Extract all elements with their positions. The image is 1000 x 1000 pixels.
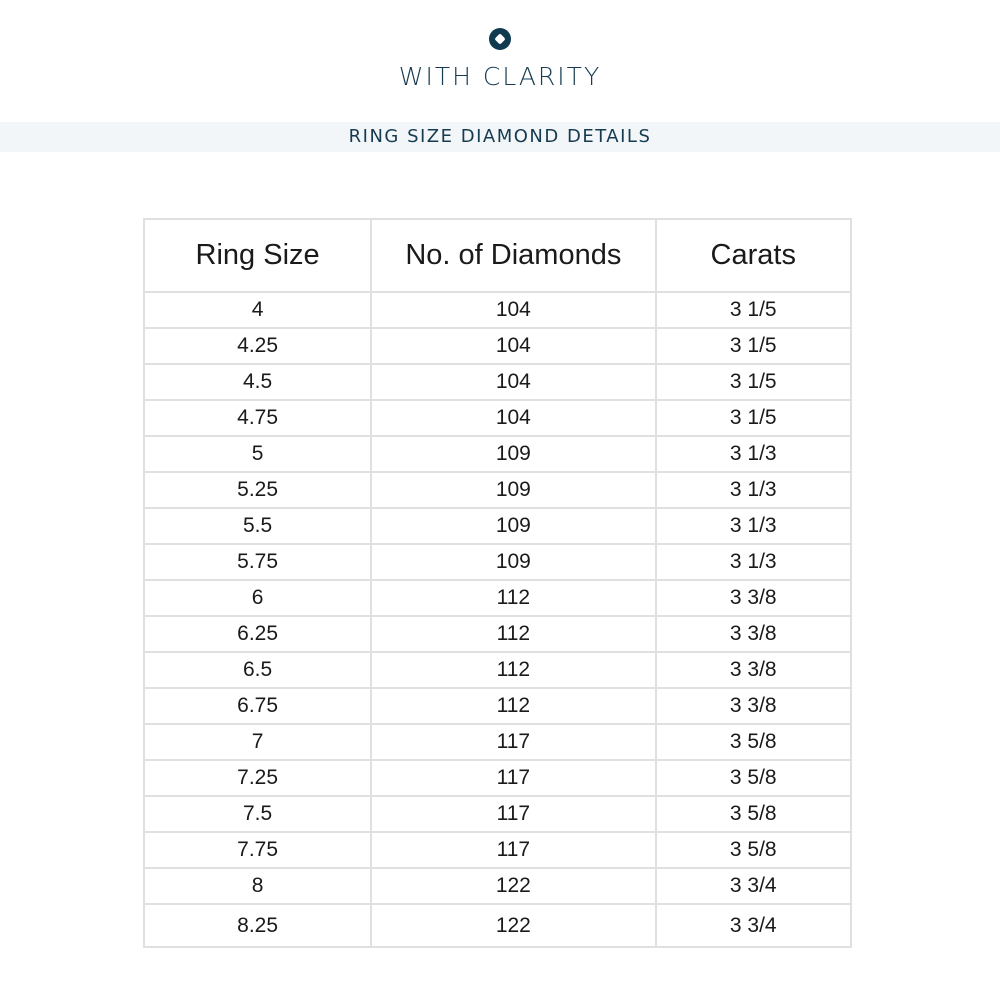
table-row: 6.25 112 3 3/8	[142, 615, 852, 653]
cell-ring-size: 5	[142, 435, 373, 473]
cell-no-of-diamonds: 117	[370, 759, 657, 797]
cell-ring-size: 8.25	[142, 903, 373, 948]
cell-carats: 3 5/8	[654, 723, 852, 761]
cell-no-of-diamonds: 109	[370, 435, 657, 473]
table-row: 4 104 3 1/5	[142, 291, 852, 329]
table-row: 6.75 112 3 3/8	[142, 687, 852, 725]
cell-carats: 3 1/3	[654, 435, 852, 473]
cell-carats: 3 5/8	[654, 759, 852, 797]
cell-carats: 3 1/5	[654, 327, 852, 365]
cell-no-of-diamonds: 104	[370, 363, 657, 401]
cell-ring-size: 6.75	[142, 687, 373, 725]
cell-no-of-diamonds: 104	[370, 327, 657, 365]
table-header-row: Ring Size No. of Diamonds Carats	[142, 218, 852, 293]
cell-no-of-diamonds: 109	[370, 471, 657, 509]
brand-name: WITH CLARITY	[398, 62, 602, 91]
cell-carats: 3 3/8	[654, 687, 852, 725]
cell-ring-size: 4.25	[142, 327, 373, 365]
cell-ring-size: 6.5	[142, 651, 373, 689]
cell-no-of-diamonds: 104	[370, 399, 657, 437]
cell-ring-size: 4	[142, 291, 373, 329]
cell-no-of-diamonds: 112	[370, 579, 657, 617]
cell-carats: 3 1/5	[654, 399, 852, 437]
table-row: 5.25 109 3 1/3	[142, 471, 852, 509]
cell-no-of-diamonds: 104	[370, 291, 657, 329]
header-ring-size: Ring Size	[142, 218, 373, 293]
cell-carats: 3 1/3	[654, 507, 852, 545]
cell-no-of-diamonds: 112	[370, 651, 657, 689]
cell-ring-size: 7.5	[142, 795, 373, 833]
cell-carats: 3 5/8	[654, 831, 852, 869]
cell-ring-size: 6	[142, 579, 373, 617]
cell-ring-size: 7	[142, 723, 373, 761]
table-row: 6.5 112 3 3/8	[142, 651, 852, 689]
cell-carats: 3 3/4	[654, 867, 852, 905]
cell-ring-size: 5.5	[142, 507, 373, 545]
cell-no-of-diamonds: 122	[370, 903, 657, 948]
cell-no-of-diamonds: 109	[370, 507, 657, 545]
cell-no-of-diamonds: 109	[370, 543, 657, 581]
cell-ring-size: 6.25	[142, 615, 373, 653]
table-row: 5.5 109 3 1/3	[142, 507, 852, 545]
ring-size-table: Ring Size No. of Diamonds Carats 4 104 3 1…	[142, 218, 852, 948]
table-row: 5.75 109 3 1/3	[142, 543, 852, 581]
cell-no-of-diamonds: 122	[370, 867, 657, 905]
cell-carats: 3 1/3	[654, 471, 852, 509]
table-row: 8 122 3 3/4	[142, 867, 852, 905]
cell-carats: 3 1/5	[654, 363, 852, 401]
cell-ring-size: 8	[142, 867, 373, 905]
cell-carats: 3 3/4	[654, 903, 852, 948]
diamond-circle-icon	[489, 28, 511, 50]
cell-carats: 3 3/8	[654, 579, 852, 617]
cell-carats: 3 1/3	[654, 543, 852, 581]
header-no-of-diamonds: No. of Diamonds	[370, 218, 657, 293]
cell-carats: 3 5/8	[654, 795, 852, 833]
table-row: 6 112 3 3/8	[142, 579, 852, 617]
cell-no-of-diamonds: 112	[370, 687, 657, 725]
table-row: 7.75 117 3 5/8	[142, 831, 852, 869]
table-row: 7.25 117 3 5/8	[142, 759, 852, 797]
table-row: 5 109 3 1/3	[142, 435, 852, 473]
cell-no-of-diamonds: 117	[370, 723, 657, 761]
cell-no-of-diamonds: 117	[370, 795, 657, 833]
cell-no-of-diamonds: 117	[370, 831, 657, 869]
cell-no-of-diamonds: 112	[370, 615, 657, 653]
cell-ring-size: 4.5	[142, 363, 373, 401]
cell-carats: 3 3/8	[654, 615, 852, 653]
cell-ring-size: 5.75	[142, 543, 373, 581]
table-row: 4.75 104 3 1/5	[142, 399, 852, 437]
cell-ring-size: 7.75	[142, 831, 373, 869]
table-row: 7 117 3 5/8	[142, 723, 852, 761]
table-row: 4.25 104 3 1/5	[142, 327, 852, 365]
cell-carats: 3 1/5	[654, 291, 852, 329]
table-row: 4.5 104 3 1/5	[142, 363, 852, 401]
table-row: 8.25 122 3 3/4	[142, 903, 852, 948]
cell-carats: 3 3/8	[654, 651, 852, 689]
table-row: 7.5 117 3 5/8	[142, 795, 852, 833]
page-title: RING SIZE DIAMOND DETAILS	[0, 122, 1000, 152]
cell-ring-size: 4.75	[142, 399, 373, 437]
cell-ring-size: 7.25	[142, 759, 373, 797]
header-carats: Carats	[654, 218, 852, 293]
cell-ring-size: 5.25	[142, 471, 373, 509]
